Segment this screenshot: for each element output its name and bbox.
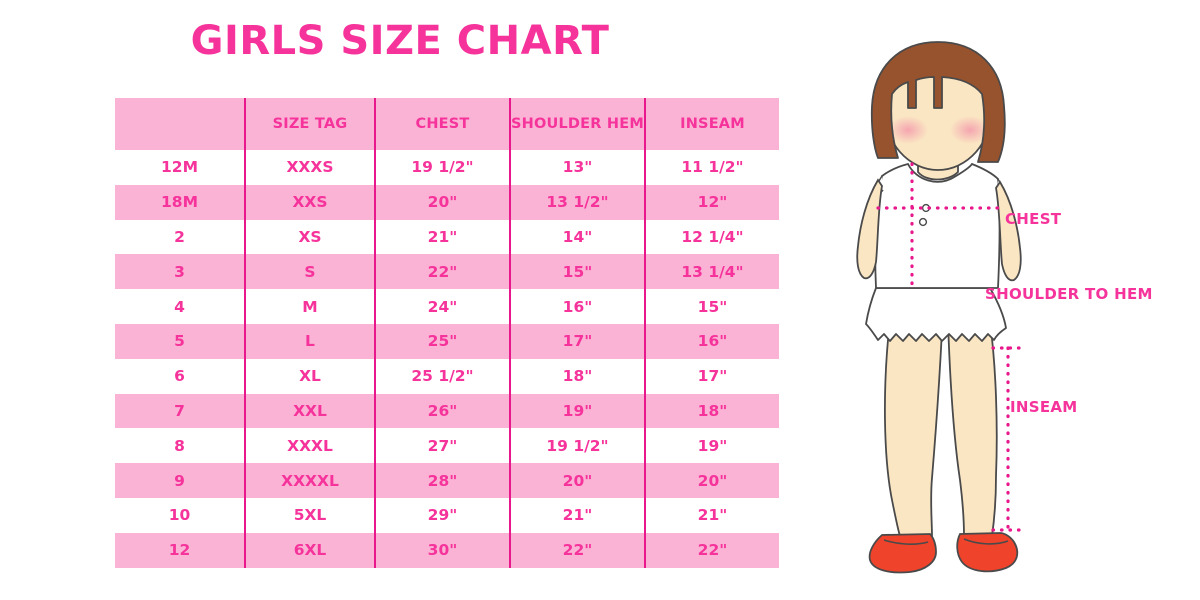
cell-shoulder-hem: 18" <box>509 358 645 394</box>
cell-shoulder-hem: 13" <box>509 150 645 185</box>
column-header-size-tag: SIZE TAG <box>244 98 375 150</box>
table-row: 3 S 22" 15" 13 1/4" <box>115 254 779 290</box>
cell-shoulder-hem: 21" <box>509 497 645 533</box>
cell-inseam: 22" <box>644 532 779 568</box>
table-row: 7 XXL 26" 19" 18" <box>115 393 779 429</box>
table-body: 12M XXXS 19 1/2" 13" 11 1/2" 18M XXS 20" 13 1/2"… <box>115 150 779 568</box>
label-chest: CHEST <box>1005 210 1062 228</box>
cell-chest: 25" <box>374 323 510 359</box>
column-header-size <box>115 98 245 150</box>
cell-inseam: 11 1/2" <box>644 150 779 185</box>
cell-shoulder-hem: 22" <box>509 532 645 568</box>
table-row: 5 L 25" 17" 16" <box>115 323 779 359</box>
table-row: 12M XXXS 19 1/2" 13" 11 1/2" <box>115 150 779 185</box>
cell-size: 18M <box>115 184 245 220</box>
skirt-graphic <box>865 287 1007 342</box>
cell-size: 10 <box>115 497 245 533</box>
cell-size-tag: XS <box>244 219 375 255</box>
cell-chest: 20" <box>374 184 510 220</box>
cell-shoulder-hem: 16" <box>509 289 645 324</box>
cell-inseam: 20" <box>644 463 779 498</box>
page-title: GIRLS SIZE CHART <box>190 18 610 64</box>
arms-graphic <box>856 178 1022 282</box>
cell-shoulder-hem: 17" <box>509 323 645 359</box>
cell-size-tag: 6XL <box>244 532 375 568</box>
cell-chest: 29" <box>374 497 510 533</box>
cell-shoulder-hem: 13 1/2" <box>509 184 645 220</box>
cell-inseam: 21" <box>644 497 779 533</box>
cell-chest: 25 1/2" <box>374 358 510 394</box>
cell-shoulder-hem: 14" <box>509 219 645 255</box>
cell-inseam: 13 1/4" <box>644 254 779 290</box>
cell-size: 4 <box>115 289 245 324</box>
girl-illustration <box>820 30 1200 590</box>
cell-inseam: 12" <box>644 184 779 220</box>
measurement-guides <box>876 162 1025 532</box>
shoes-graphic <box>868 532 1019 574</box>
size-chart-table-container: SIZE TAG CHEST SHOULDER HEM INSEAM 12M XX… <box>115 98 779 568</box>
cell-size: 7 <box>115 393 245 429</box>
table-row: 10 5XL 29" 21" 21" <box>115 497 779 533</box>
table-row: 6 XL 25 1/2" 18" 17" <box>115 358 779 394</box>
cell-size-tag: 5XL <box>244 497 375 533</box>
table-row: 8 XXXL 27" 19 1/2" 19" <box>115 428 779 464</box>
cell-size: 12 <box>115 532 245 568</box>
top-garment-graphic <box>870 162 1010 289</box>
table-header: SIZE TAG CHEST SHOULDER HEM INSEAM <box>115 98 779 150</box>
cell-inseam: 16" <box>644 323 779 359</box>
table-row: 12 6XL 30" 22" 22" <box>115 532 779 568</box>
cell-size-tag: M <box>244 289 375 324</box>
cell-inseam: 12 1/4" <box>644 219 779 255</box>
cell-size-tag: XXL <box>244 393 375 429</box>
label-shoulder-to-hem: SHOULDER TO HEM <box>985 285 1153 303</box>
cell-size-tag: XL <box>244 358 375 394</box>
label-inseam: INSEAM <box>1010 398 1078 416</box>
cell-size-tag: S <box>244 254 375 290</box>
cell-size: 6 <box>115 358 245 394</box>
cell-chest: 22" <box>374 254 510 290</box>
cell-chest: 28" <box>374 463 510 498</box>
cell-inseam: 17" <box>644 358 779 394</box>
cell-chest: 30" <box>374 532 510 568</box>
cell-size: 3 <box>115 254 245 290</box>
column-header-shoulder-hem: SHOULDER HEM <box>509 98 645 150</box>
cell-size: 8 <box>115 428 245 464</box>
size-chart-table: SIZE TAG CHEST SHOULDER HEM INSEAM 12M XX… <box>115 98 779 568</box>
cell-shoulder-hem: 19 1/2" <box>509 428 645 464</box>
cell-shoulder-hem: 15" <box>509 254 645 290</box>
column-header-inseam: INSEAM <box>644 98 779 150</box>
cell-chest: 27" <box>374 428 510 464</box>
cell-inseam: 19" <box>644 428 779 464</box>
table-row: 2 XS 21" 14" 12 1/4" <box>115 219 779 255</box>
cell-size-tag: XXXL <box>244 428 375 464</box>
cell-size-tag: XXXXL <box>244 463 375 498</box>
cell-size-tag: XXXS <box>244 150 375 185</box>
cell-inseam: 18" <box>644 393 779 429</box>
cell-size-tag: L <box>244 323 375 359</box>
cell-size: 9 <box>115 463 245 498</box>
cell-chest: 26" <box>374 393 510 429</box>
cell-size: 12M <box>115 150 245 185</box>
cell-chest: 24" <box>374 289 510 324</box>
cell-chest: 21" <box>374 219 510 255</box>
legs-graphic <box>884 318 998 537</box>
table-row: 9 XXXXL 28" 20" 20" <box>115 463 779 498</box>
table-header-row: SIZE TAG CHEST SHOULDER HEM INSEAM <box>115 98 779 150</box>
table-row: 4 M 24" 16" 15" <box>115 289 779 324</box>
cell-shoulder-hem: 20" <box>509 463 645 498</box>
cell-size-tag: XXS <box>244 184 375 220</box>
cell-size: 5 <box>115 323 245 359</box>
cell-shoulder-hem: 19" <box>509 393 645 429</box>
table-row: 18M XXS 20" 13 1/2" 12" <box>115 184 779 220</box>
cell-chest: 19 1/2" <box>374 150 510 185</box>
cell-size: 2 <box>115 219 245 255</box>
head-graphic <box>870 41 1006 171</box>
column-header-chest: CHEST <box>374 98 510 150</box>
cell-inseam: 15" <box>644 289 779 324</box>
